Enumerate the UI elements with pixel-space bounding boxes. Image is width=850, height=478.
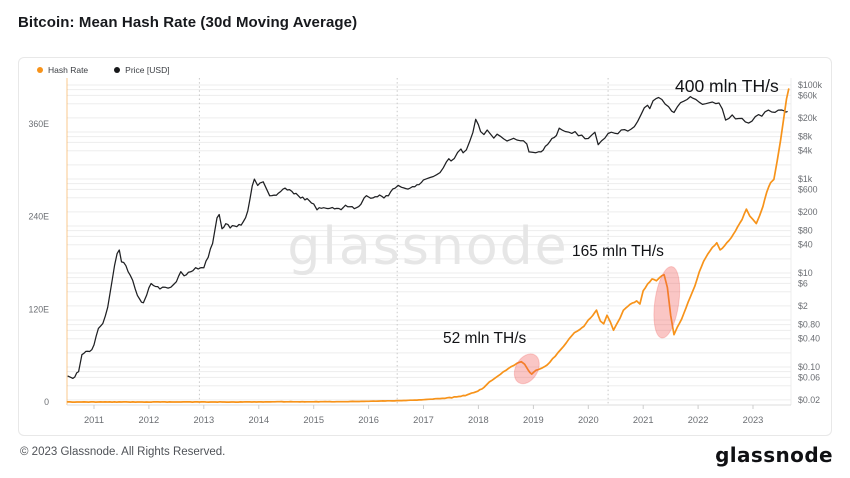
x-tick-label: 2019 [523, 415, 544, 425]
page-title: Bitcoin: Mean Hash Rate (30d Moving Aver… [18, 14, 358, 31]
glassnode-watermark: glassnode [287, 217, 568, 277]
x-tick-label: 2022 [688, 415, 709, 425]
price-tick-label: $0.80 [798, 320, 820, 330]
x-tick-label: 2016 [358, 415, 379, 425]
price-tick-label: $80 [798, 226, 813, 236]
x-tick-label: 2013 [193, 415, 214, 425]
copyright-text: © 2023 Glassnode. All Rights Reserved. [20, 446, 226, 458]
highlight-ellipse [513, 353, 540, 385]
x-tick-label: 2012 [139, 415, 160, 425]
price-tick-label: $60k [798, 90, 818, 100]
price-tick-label: $20k [798, 113, 818, 123]
hash-rate-series-dot-icon [37, 67, 43, 73]
x-tick-label: 2017 [413, 415, 434, 425]
annotation-400mln: 400 mln TH/s [675, 76, 779, 96]
x-tick-label: 2014 [248, 415, 269, 425]
price-tick-label: $100k [798, 80, 823, 90]
x-tick-label: 2015 [303, 415, 324, 425]
price-tick-label: $1k [798, 174, 813, 184]
x-tick-label: 2023 [743, 415, 764, 425]
price-tick-label: $8k [798, 132, 813, 142]
x-tick-label: 2021 [633, 415, 654, 425]
price-tick-label: $0.40 [798, 334, 820, 344]
x-tick-label: 2011 [84, 415, 104, 425]
price-tick-label: $0.02 [798, 395, 820, 405]
annotation-165mln: 165 mln TH/s [572, 243, 664, 260]
price-legend-label: Price [USD] [125, 65, 170, 75]
price-tick-label: $600 [798, 184, 818, 194]
highlight-ellipse [653, 266, 681, 339]
price-tick-label: $4k [798, 146, 813, 156]
chart-legend: Hash Rate Price [USD] [37, 65, 170, 75]
price-hashrate-chart[interactable]: 2011 2012 2013 2014 2015 2016 2017 2018 2019 2020… [19, 58, 833, 437]
hashrate-tick-label: 360E [28, 119, 49, 129]
price-tick-label: $40 [798, 240, 813, 250]
price-series-dot-icon [114, 67, 121, 73]
legend-item-price-usd[interactable]: Price [USD] [114, 65, 170, 75]
price-line[interactable] [67, 95, 788, 380]
price-tick-label: $10 [798, 268, 813, 278]
price-tick-label: $0.10 [798, 362, 820, 372]
glassnode-logo[interactable]: glassnode [715, 443, 833, 467]
hash-rate-legend-label: Hash Rate [48, 65, 89, 75]
hash-rate-line[interactable] [66, 88, 790, 403]
annotation-52mln: 52 mln TH/s [443, 330, 527, 347]
hashrate-tick-label: 240E [28, 212, 49, 222]
hashrate-tick-label: 0 [44, 397, 49, 407]
price-tick-label: $2 [798, 301, 808, 311]
legend-item-hash-rate[interactable]: Hash Rate [37, 65, 88, 75]
price-tick-label: $0.06 [798, 372, 820, 382]
x-tick-label: 2018 [468, 415, 489, 425]
price-tick-label: $6 [798, 278, 808, 288]
price-tick-label: $200 [798, 207, 818, 217]
chart-panel: 2011 2012 2013 2014 2015 2016 2017 2018 2019 2020… [18, 57, 832, 436]
hashrate-tick-label: 120E [28, 304, 49, 314]
x-tick-label: 2020 [578, 415, 599, 425]
